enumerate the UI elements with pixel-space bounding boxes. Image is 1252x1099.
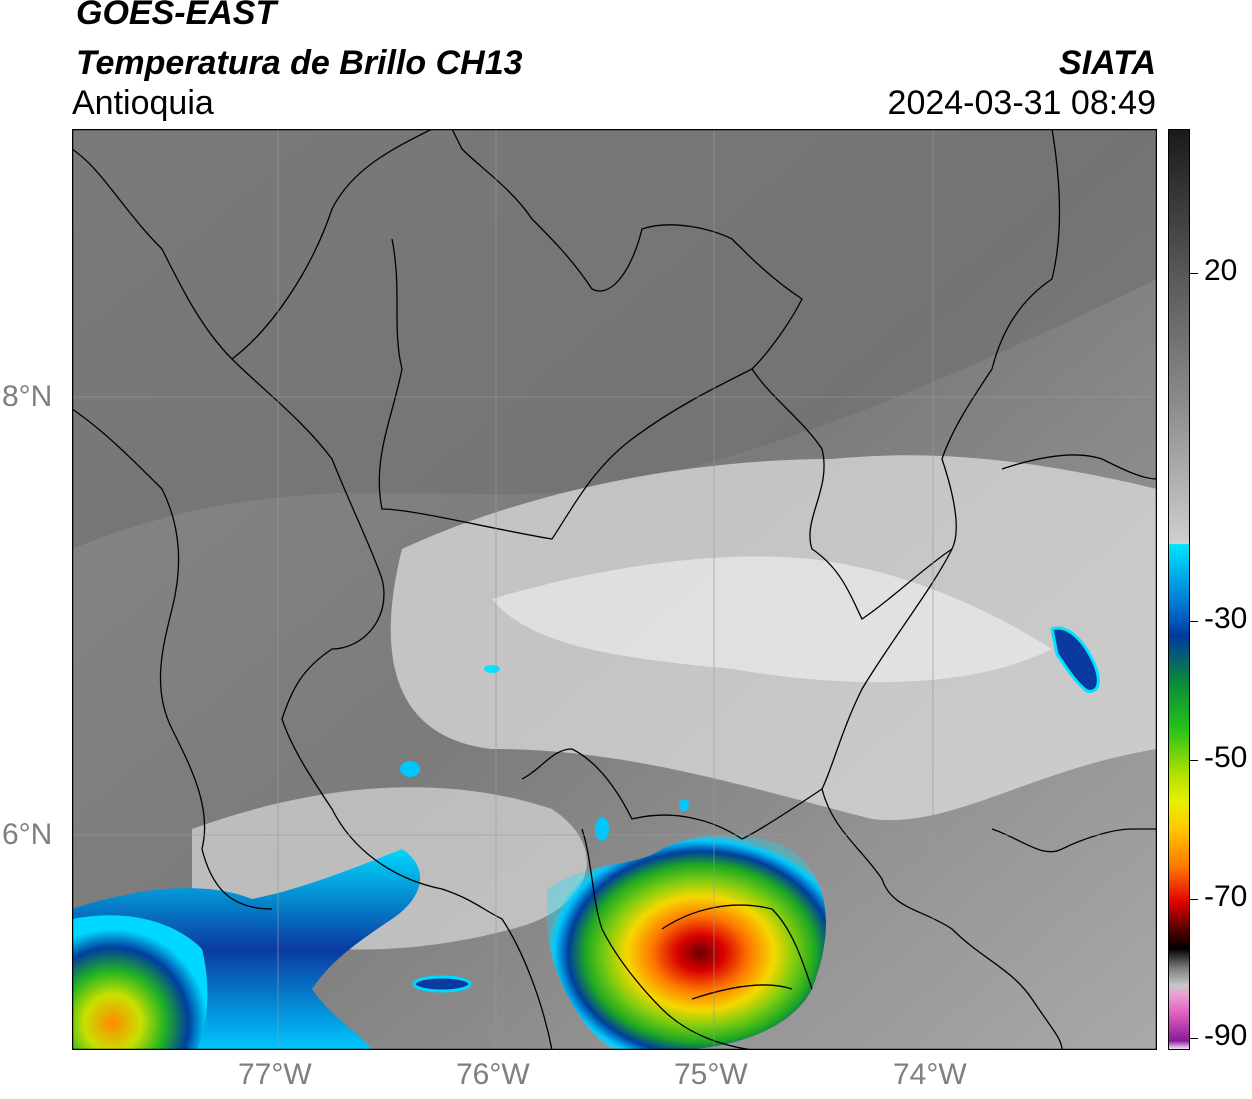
organization-label: SIATA (1059, 44, 1156, 82)
datetime-label: 2024-03-31 08:49 (887, 84, 1156, 122)
lat-label-8n: 8°N (2, 380, 53, 413)
colorbar-tick (1190, 621, 1198, 622)
colorbar-tick (1190, 1038, 1198, 1039)
satellite-map (72, 129, 1157, 1050)
gridlines (72, 129, 1157, 1050)
colorbar-label-minus70: -70 (1204, 880, 1248, 913)
lon-label-77w: 77°W (238, 1058, 312, 1091)
lon-label-76w: 76°W (456, 1058, 530, 1091)
colorbar-label-minus50: -50 (1204, 741, 1248, 774)
colorbar-tick (1190, 273, 1198, 274)
region-label: Antioquia (72, 84, 214, 122)
colorbar-label-20: 20 (1204, 254, 1238, 287)
colorbar-tick (1190, 760, 1198, 761)
lon-label-75w: 75°W (674, 1058, 748, 1091)
colorbar-label-minus90: -90 (1204, 1019, 1248, 1052)
colorbar-tick (1190, 899, 1198, 900)
lon-label-74w: 74°W (893, 1058, 967, 1091)
colorbar (1168, 129, 1190, 1050)
title-satellite: GOES-EAST (76, 0, 277, 32)
title-product: Temperatura de Brillo CH13 (76, 44, 523, 82)
colorbar-label-minus30: -30 (1204, 602, 1248, 635)
borders (72, 129, 1157, 1050)
small-cold-cell (1050, 626, 1100, 693)
lat-label-6n: 6°N (2, 818, 53, 851)
storm-cell (547, 835, 826, 1050)
